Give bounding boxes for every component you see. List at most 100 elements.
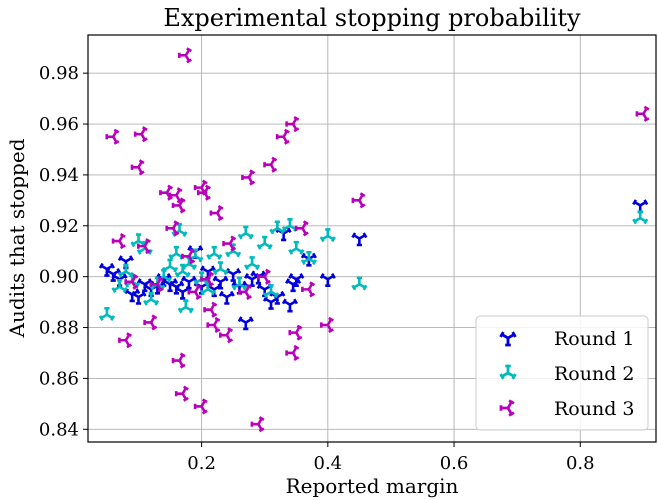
data-point <box>294 220 309 237</box>
data-point <box>288 324 303 341</box>
data-point <box>130 290 147 305</box>
data-point <box>288 240 305 255</box>
data-point <box>159 184 174 201</box>
data-point <box>187 248 204 263</box>
data-point <box>288 273 305 287</box>
y-tick-label: 0.86 <box>39 368 79 389</box>
data-point <box>237 225 254 240</box>
data-point <box>635 105 650 122</box>
data-point <box>218 290 235 305</box>
y-tick-label: 0.84 <box>39 419 79 440</box>
data-point <box>111 232 126 250</box>
data-point <box>111 279 128 293</box>
data-point <box>351 276 368 291</box>
x-tick-label: 0.8 <box>566 453 595 474</box>
data-point <box>222 235 237 252</box>
data-point <box>206 245 223 260</box>
y-tick-label: 0.88 <box>39 318 79 339</box>
data-point <box>168 187 183 204</box>
data-point <box>244 273 261 287</box>
data-point <box>161 258 179 273</box>
data-point <box>319 273 336 287</box>
data-point <box>632 210 649 225</box>
data-point <box>256 235 273 250</box>
data-point <box>300 251 317 266</box>
axis-ticks: 0.2 0.4 0.6 0.8 0.84 0.86 0.88 0.90 0.92 0.94 0.96… <box>39 63 595 474</box>
data-point <box>174 385 189 402</box>
data-point <box>187 283 202 300</box>
data-point <box>118 332 133 349</box>
x-tick-label: 0.6 <box>440 453 469 474</box>
data-point <box>143 291 160 306</box>
data-point <box>143 314 158 331</box>
data-point <box>212 261 229 276</box>
data-point <box>200 271 215 288</box>
data-point <box>203 301 218 318</box>
data-point <box>237 316 254 331</box>
legend-box <box>475 315 649 431</box>
data-point <box>161 278 179 293</box>
legend-label: Round 1 <box>554 328 635 350</box>
legend-marker <box>499 331 517 347</box>
data-point <box>174 285 191 300</box>
data-point <box>98 307 115 321</box>
data-point <box>285 115 300 133</box>
data-point <box>206 316 221 334</box>
x-tick-label: 0.4 <box>314 453 343 474</box>
data-point <box>319 228 336 243</box>
data-point <box>105 128 120 145</box>
data-point <box>632 199 649 214</box>
data-point <box>178 47 192 64</box>
data-point <box>256 268 271 285</box>
data-point <box>250 270 267 285</box>
data-point <box>171 352 186 369</box>
data-point <box>262 295 280 310</box>
data-point <box>301 281 316 298</box>
data-point <box>219 327 233 344</box>
data-point <box>196 184 211 201</box>
x-axis-label: Reported margin <box>286 474 459 498</box>
legend-marker <box>499 364 517 380</box>
data-point <box>269 220 286 235</box>
y-tick-label: 0.94 <box>39 165 79 186</box>
data-point <box>231 276 248 291</box>
y-tick-label: 0.92 <box>39 216 79 237</box>
grid <box>88 35 656 442</box>
data-point <box>193 398 208 415</box>
data-point <box>241 169 256 186</box>
chart-title: Experimental stopping probability <box>163 4 581 32</box>
data-point <box>165 220 180 237</box>
data-point <box>124 273 139 290</box>
data-point <box>199 281 216 296</box>
plot-frame <box>87 34 657 443</box>
data-point <box>180 275 198 290</box>
data-point <box>130 159 145 176</box>
data-point <box>171 223 188 238</box>
y-axis-label: Audits that stopped <box>5 138 29 338</box>
data-point <box>137 238 151 255</box>
data-point <box>237 283 252 300</box>
data-point <box>285 278 302 293</box>
data-point <box>263 156 278 173</box>
data-point <box>124 288 141 303</box>
data-point <box>193 179 208 196</box>
data-point <box>177 299 194 314</box>
data-point <box>320 316 334 334</box>
data-point <box>281 298 299 313</box>
data-point <box>300 252 317 267</box>
data-point <box>181 248 196 265</box>
data-point <box>262 284 280 299</box>
x-tick-label: 0.2 <box>187 453 216 474</box>
y-tick-label: 0.96 <box>39 114 79 135</box>
legend-marker <box>499 399 515 417</box>
legend-label: Round 2 <box>554 363 635 385</box>
legend-label: Round 3 <box>554 398 635 420</box>
legend: Round 1 Round 2 Round 3 <box>475 315 649 431</box>
data-point <box>212 275 229 290</box>
series-round-1 <box>98 199 649 331</box>
data-point <box>250 416 265 433</box>
data-point <box>171 197 186 214</box>
data-point <box>149 276 164 293</box>
y-tick-label: 0.98 <box>39 63 79 84</box>
